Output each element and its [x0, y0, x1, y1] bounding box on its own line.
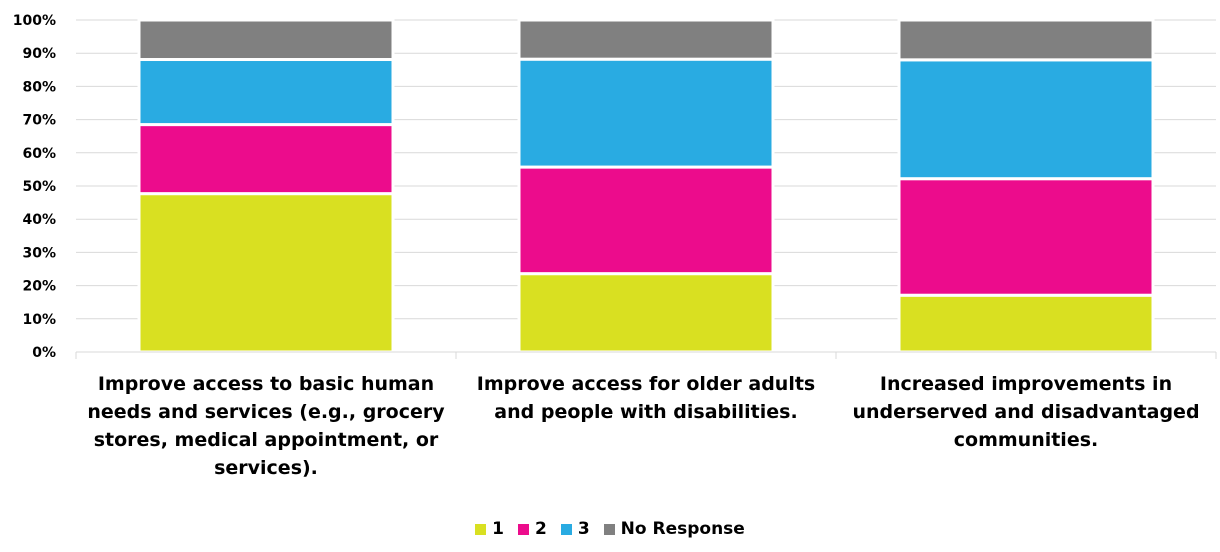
y-tick-label: 30%	[22, 245, 56, 261]
bar-segment	[137, 58, 395, 127]
y-tick-label: 40%	[22, 212, 56, 228]
legend-item: 3	[560, 519, 590, 539]
legend-item: 1	[475, 519, 504, 539]
y-tick-label: 20%	[22, 279, 56, 295]
legend-item: No Response	[603, 519, 745, 539]
bar-segment	[517, 165, 775, 276]
y-tick-label: 50%	[22, 179, 56, 195]
y-tick-label: 90%	[22, 46, 56, 62]
bar-segment	[897, 177, 1155, 297]
legend-label: 2	[534, 519, 547, 539]
x-axis	[75, 351, 1217, 359]
legend-swatch	[475, 523, 487, 535]
bar-segment	[517, 18, 775, 61]
legend-label: No Response	[620, 519, 745, 539]
legend-item: 2	[517, 519, 547, 539]
legend: 1 2 3 No Response	[0, 519, 1220, 540]
bar-segment	[137, 18, 395, 62]
legend-swatch	[517, 523, 529, 535]
category-label: Increased improvements in underserved an…	[852, 373, 1200, 451]
bar-segment	[137, 192, 395, 354]
category-label: Improve access for older adults and peop…	[476, 373, 816, 423]
y-tick-label: 80%	[22, 79, 56, 95]
y-tick-label: 60%	[22, 146, 56, 162]
y-tick-label: 10%	[22, 312, 56, 328]
y-tick-label: 70%	[22, 113, 56, 129]
legend-label: 3	[577, 519, 590, 539]
bars	[137, 18, 1155, 354]
bar-segment	[517, 57, 775, 169]
legend-label: 1	[492, 519, 504, 539]
category-label: Improve access to basic human needs and …	[87, 373, 445, 479]
y-tick-label: 0%	[32, 345, 56, 361]
bar-segment	[897, 293, 1155, 354]
legend-swatch	[603, 523, 615, 535]
bar-segment	[897, 58, 1155, 181]
legend-swatch	[560, 523, 572, 535]
bar-segment	[517, 272, 775, 354]
bar-segment	[897, 18, 1155, 62]
y-axis-tick-labels: 0% 10% 20% 30% 40% 50% 60% 70% 80% 90% 100%	[13, 13, 56, 361]
y-tick-label: 100%	[13, 13, 56, 29]
bar-segment	[137, 123, 395, 196]
